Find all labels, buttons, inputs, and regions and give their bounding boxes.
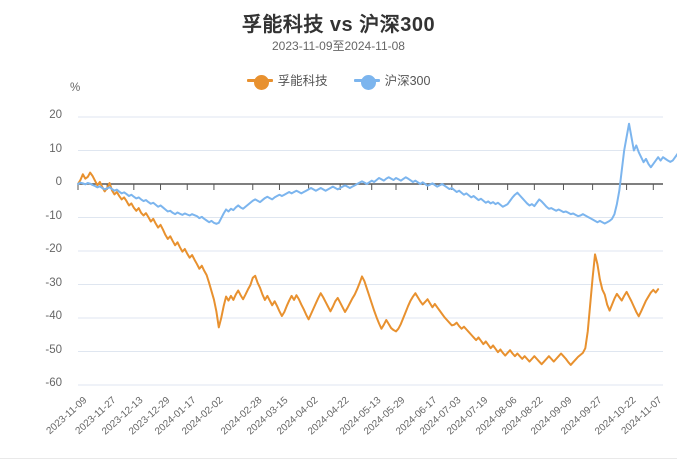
y-tick-label: 0 [55,176,62,188]
legend-item-series-0[interactable]: 孚能科技 [246,70,328,90]
series-line-0 [77,171,660,366]
y-tick-label: 10 [49,142,62,155]
legend-item-series-1[interactable]: 沪深300 [353,70,431,90]
legend-dot-1 [360,74,376,90]
y-tick-label: -50 [45,343,62,356]
y-tick-label: -60 [45,377,62,389]
chart-legend: 孚能科技 沪深300 [0,70,677,90]
y-tick-label: -10 [45,209,62,222]
gridlines [78,116,663,386]
legend-label-0: 孚能科技 [277,74,328,88]
y-tick-label: -20 [45,243,62,255]
legend-label-1: 沪深300 [384,74,431,88]
x-axis-ticks [77,184,654,190]
series-line-1 [77,122,677,225]
y-tick-label: -40 [45,310,62,322]
y-axis-unit-label: % [70,82,81,94]
legend-marker-icon-1 [353,73,380,90]
y-tick-label: 20 [49,109,62,121]
legend-dot-0 [253,74,269,90]
chart-subtitle: 2023-11-09至2024-11-08 [272,39,405,53]
chart-title: 孚能科技 vs 沪深300 [241,14,436,36]
bottom-divider [0,458,677,459]
y-tick-label: -30 [45,276,62,289]
data-series-lines [77,122,677,366]
legend-marker-icon-0 [246,73,273,90]
